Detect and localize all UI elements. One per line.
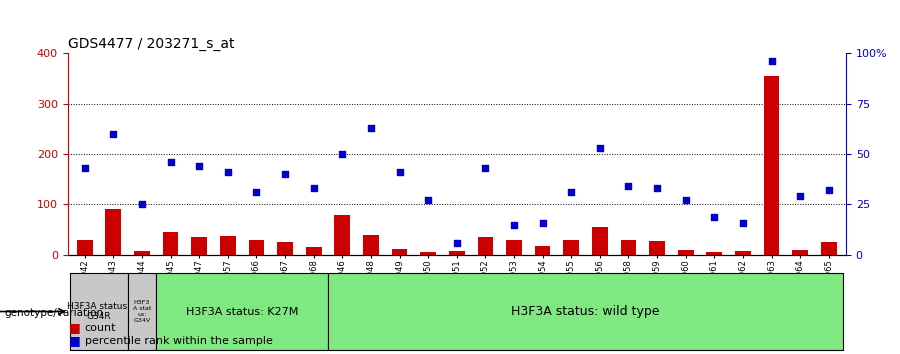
Point [278,171,293,177]
Text: count: count [85,323,116,333]
Bar [478,237,493,255]
Bar [392,249,408,255]
Bar [764,76,779,255]
Bar [592,227,608,255]
Bar [70,273,128,350]
Bar [163,232,178,255]
Bar [128,273,157,350]
Bar [328,273,843,350]
Bar [192,237,207,255]
Bar [649,241,665,255]
Bar [535,246,551,255]
Point [621,183,635,189]
Point [220,169,235,175]
Bar [735,251,751,255]
Bar [420,252,436,255]
Bar [363,235,379,255]
Bar [821,242,837,255]
Bar [449,251,464,255]
Point [536,220,550,225]
Point [106,131,121,137]
Bar [306,247,321,255]
Point [163,159,177,165]
Point [679,198,693,203]
Point [306,185,320,191]
Point [564,189,579,195]
Point [364,125,378,131]
Point [249,189,264,195]
Point [593,145,608,151]
Bar [506,240,522,255]
Bar [792,250,808,255]
Text: genotype/variation: genotype/variation [4,308,104,318]
Bar [248,240,265,255]
Text: H3F3A status:
G34R: H3F3A status: G34R [68,302,130,321]
Text: GDS4477 / 203271_s_at: GDS4477 / 203271_s_at [68,37,234,51]
Text: H3F3A status: K27M: H3F3A status: K27M [186,307,298,316]
Bar [563,240,579,255]
Text: H3F3A status: wild type: H3F3A status: wild type [511,305,660,318]
Point [822,188,836,193]
Text: ■: ■ [68,321,80,334]
Point [392,169,407,175]
Point [449,240,464,246]
Point [77,165,92,171]
Bar [706,252,722,255]
Point [478,165,492,171]
Bar [220,236,236,255]
Point [793,194,807,199]
Bar [134,251,149,255]
Point [764,58,778,64]
Point [650,185,664,191]
Bar [105,210,122,255]
Text: ■: ■ [68,334,80,347]
Point [192,163,206,169]
Point [335,151,349,157]
Bar [76,240,93,255]
Point [135,202,149,207]
Point [736,220,751,225]
Text: percentile rank within the sample: percentile rank within the sample [85,336,273,346]
Text: H3F3
A stat
us:
G34V: H3F3 A stat us: G34V [132,300,151,323]
Bar [621,240,636,255]
Bar [157,273,328,350]
Point [421,198,436,203]
Bar [335,215,350,255]
Bar [277,242,292,255]
Point [507,222,521,228]
Bar [678,250,694,255]
Point [707,214,722,219]
